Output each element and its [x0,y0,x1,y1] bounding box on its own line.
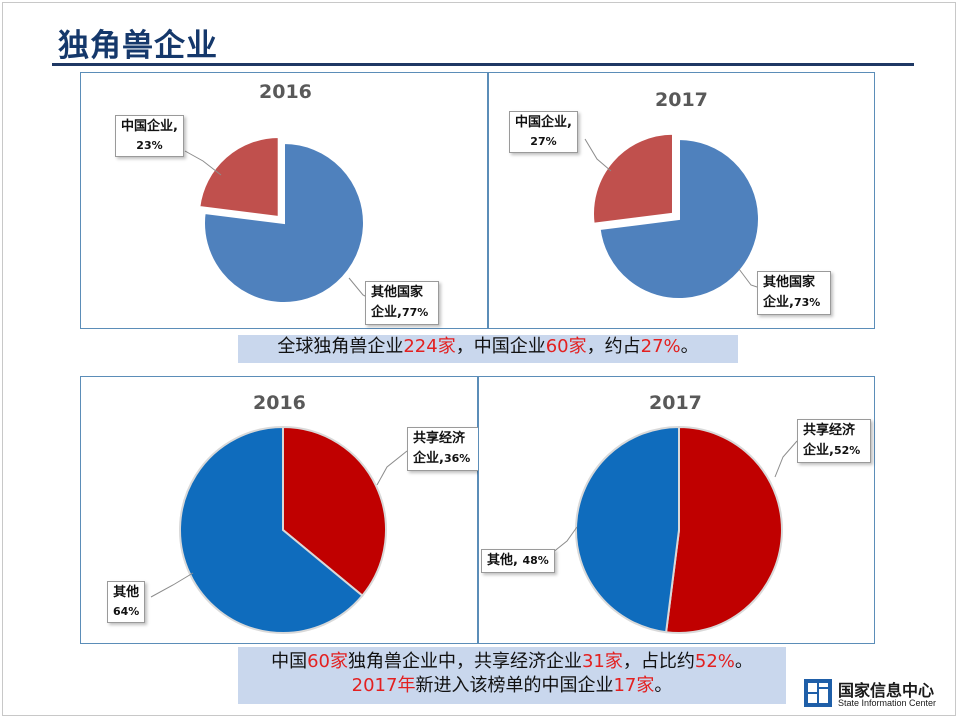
callout-china: 中国企业, 27% [509,111,578,153]
summary-note-global: 全球独角兽企业224家，中国企业60家，约占27%。 [238,335,738,363]
note-text: ，约占 [586,336,641,357]
leader-line [376,450,408,486]
chart-title: 2017 [649,392,702,414]
callout-sharing: 共享经济企业,52% [797,419,871,463]
chart-panel-bottom-left: 2016 共享经济企业,36% 其他 64% [80,376,481,644]
logo-name-en: State Information Center [838,698,937,708]
leader-line [184,150,222,176]
pie-chart-2016-sharing [150,425,408,634]
note-highlight: 52% [694,651,735,672]
pie-chart-2017-sharing [546,425,798,634]
leader-line [150,572,194,598]
note-text: 。 [680,336,699,357]
callout-label: 共享经济企业,36% [413,431,471,466]
logo-name-cn: 国家信息中心 [838,681,935,700]
note-text: ，占比约 [622,651,695,672]
callout-label: 共享经济企业,52% [803,423,861,458]
note-text: 全球独角兽企业 [277,336,404,357]
callout-china: 中国企业, 23% [115,115,184,157]
callout-label: 其他 [113,585,140,600]
note-line-1: 中国60家独角兽企业中，共享经济企业31家，占比约52%。 [238,650,786,674]
note-highlight: 17家 [613,675,655,696]
callout-value: 73% [793,296,821,309]
note-highlight: 60家 [545,336,587,357]
summary-note-china: 中国60家独角兽企业中，共享经济企业31家，占比约52%。 2017年新进入该榜… [238,647,786,704]
pie-chart-2016-global [184,135,368,304]
pie-chart-2017-global [584,132,760,300]
page-title: 独角兽企业 [58,28,218,64]
callout-value: 36% [443,452,471,465]
note-highlight: 224家 [403,336,456,357]
note-text: 。 [654,675,673,696]
note-text: 新进入该榜单的中国企业 [415,675,614,696]
callout-sharing: 共享经济企业,36% [407,427,481,471]
callout-label: 其他, [487,553,518,568]
chart-title: 2016 [259,81,312,103]
pie-slice-other [203,141,365,304]
chart-title: 2017 [655,89,708,111]
chart-panel-top-left: 2016 中国企业, 23% 其他国家企业,77% [80,72,488,329]
callout-label: 中国企业, [121,119,178,134]
note-text: 。 [734,651,753,672]
note-text: 中国 [271,651,308,672]
title-divider [52,63,914,66]
pie-slice-secondary [575,425,680,634]
callout-other: 其他 64% [107,581,146,623]
callout-value: 64% [113,605,140,618]
state-information-center-logo: 国家信息中心 State Information Center [804,677,954,713]
logo-icon [804,679,832,707]
chart-title: 2016 [253,392,306,414]
pie-slice-primary [282,425,387,598]
callout-label: 其他国家企业,77% [371,285,429,320]
callout-label: 中国企业, [515,115,572,130]
note-highlight: 31家 [581,651,623,672]
note-text: ，中国企业 [455,336,546,357]
chart-panel-top-right: 2017 中国企业, 27% 其他国家企业,73% [488,72,875,329]
leader-line [738,268,758,288]
pie-slice-other [598,137,760,300]
pie-slice-china [198,135,280,219]
note-highlight: 2017年 [351,675,416,696]
callout-value: 23% [136,139,163,152]
callout-value: 27% [530,135,557,148]
callout-value: 48% [522,554,549,567]
callout-other: 其他, 48% [481,549,555,573]
pie-slice-secondary [179,425,364,634]
note-text: 独角兽企业中，共享经济企业 [347,651,582,672]
pie-slice-primary [664,425,783,634]
pie-slice-china [592,132,675,225]
leader-line [584,138,612,172]
callout-label: 其他国家企业,73% [763,275,821,310]
chart-panel-bottom-right: 2017 共享经济企业,52% 其他, 48% [478,376,875,644]
note-highlight: 27% [640,336,681,357]
callout-value: 52% [833,444,861,457]
note-highlight: 60家 [307,651,348,672]
callout-other: 其他国家企业,77% [365,281,439,325]
leader-line [774,440,798,478]
note-line-2: 2017年新进入该榜单的中国企业17家。 [238,674,786,698]
callout-other: 其他国家企业,73% [757,271,831,315]
callout-value: 77% [401,306,429,319]
